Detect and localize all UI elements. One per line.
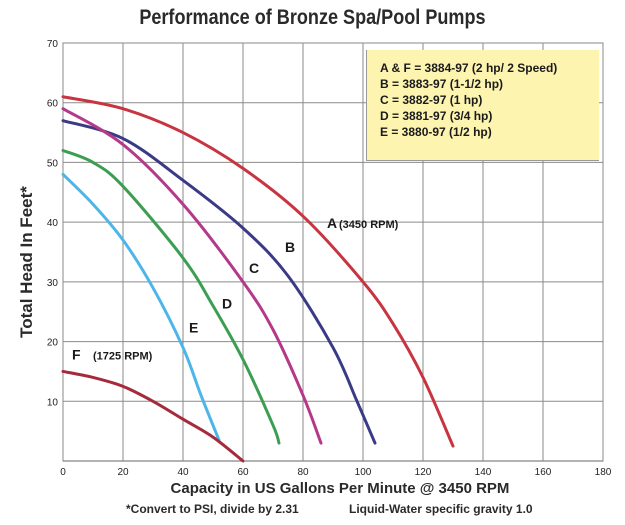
x-tick-label: 60 [237,467,249,478]
legend-entry-b: B = 3883-97 (1-1/2 hp) [380,77,504,91]
series-label-a: A [327,215,337,231]
series-lines [61,95,455,463]
series-labels: A (3450 RPM) B C D E F (1725 RPM) [72,215,399,362]
series-label-a: (3450 RPM) [339,219,399,231]
y-tick-label: 70 [47,39,59,50]
series-line-a [61,95,455,448]
x-tick-label: 100 [355,467,372,478]
legend-entry-d: D = 3881-97 (3/4 hp) [380,109,493,123]
series-label-d: D [222,296,232,312]
legend-entry-e: E = 3880-97 (1/2 hp) [380,125,492,139]
y-tick-label: 60 [47,99,59,110]
gravity-note: Liquid-Water specific gravity 1.0 [349,502,533,516]
y-tick-label: 30 [47,278,59,289]
x-tick-label: 120 [415,467,432,478]
x-tick-label: 160 [535,467,552,478]
series-line-b [61,119,377,445]
series-line-c [61,107,323,445]
legend-entry-c: C = 3882-97 (1 hp) [380,93,483,107]
x-tick-label: 0 [60,467,66,478]
y-tick-label: 40 [47,218,59,229]
x-tick-label: 80 [297,467,309,478]
x-tick-label: 40 [177,467,189,478]
legend: A & F = 3884-97 (2 hp/ 2 Speed) B = 3883… [366,50,599,161]
series-label-f: (1725 RPM) [93,350,153,362]
x-tick-label: 180 [595,467,612,478]
x-tick-label: 20 [117,467,129,478]
y-tick-label: 50 [47,158,59,169]
footnote: *Convert to PSI, divide by 2.31 [126,502,299,516]
series-label-c: C [249,260,259,276]
series-line-d [61,148,281,445]
x-axis-label: Capacity in US Gallons Per Minute @ 3450… [170,480,510,497]
y-tick-label: 10 [47,397,59,408]
y-tick-label: 20 [47,338,59,349]
series-label-b: B [285,239,295,255]
legend-entry-a-f: A & F = 3884-97 (2 hp/ 2 Speed) [380,61,558,75]
tick-labels: 0 20 40 60 80 100 120 140 160 180 10 20 30 40 50 60 70 [47,39,612,478]
x-tick-label: 140 [475,467,492,478]
chart-title: Performance of Bronze Spa/Pool Pumps [139,6,486,29]
series-label-f: F [72,346,81,362]
series-label-e: E [189,320,198,336]
series-line-f [61,369,245,463]
series-line-e [61,172,221,442]
